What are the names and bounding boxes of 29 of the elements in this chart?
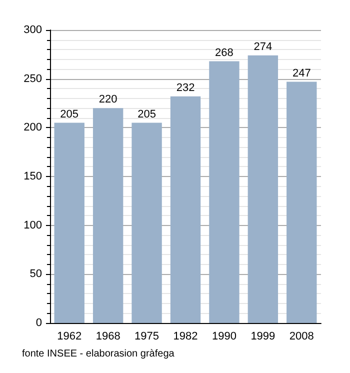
source-note: fonte INSEE - elaborasion gràfega bbox=[22, 348, 175, 360]
y-tick-label: 150 bbox=[24, 170, 42, 182]
y-tick-label: 200 bbox=[24, 122, 42, 134]
data-label: 205 bbox=[138, 108, 156, 120]
bar bbox=[248, 55, 278, 323]
bar bbox=[170, 96, 201, 323]
bar bbox=[209, 61, 240, 323]
x-tick-label: 1975 bbox=[134, 330, 160, 342]
y-tick-label: 100 bbox=[24, 219, 42, 232]
data-label: 274 bbox=[254, 40, 272, 53]
y-tick-label: 250 bbox=[24, 72, 42, 85]
x-tick-label: 1968 bbox=[96, 330, 120, 342]
data-label: 268 bbox=[215, 46, 234, 59]
bar bbox=[54, 122, 84, 323]
data-label: 232 bbox=[176, 82, 195, 94]
data-label: 205 bbox=[60, 108, 79, 120]
x-tick-label: 2008 bbox=[289, 330, 314, 342]
y-tick-label: 50 bbox=[30, 268, 42, 280]
bar bbox=[286, 82, 317, 323]
bar bbox=[92, 108, 124, 323]
x-tick-label: 1982 bbox=[173, 330, 198, 342]
x-tick-label: 1999 bbox=[250, 330, 276, 342]
data-label: 247 bbox=[292, 67, 311, 80]
x-tick-label: 1990 bbox=[212, 330, 236, 342]
data-label: 220 bbox=[98, 94, 118, 106]
bar bbox=[132, 122, 162, 323]
y-tick-label: 300 bbox=[24, 24, 42, 36]
y-tick-label: 0 bbox=[36, 317, 42, 329]
x-tick-label: 1962 bbox=[57, 330, 82, 342]
